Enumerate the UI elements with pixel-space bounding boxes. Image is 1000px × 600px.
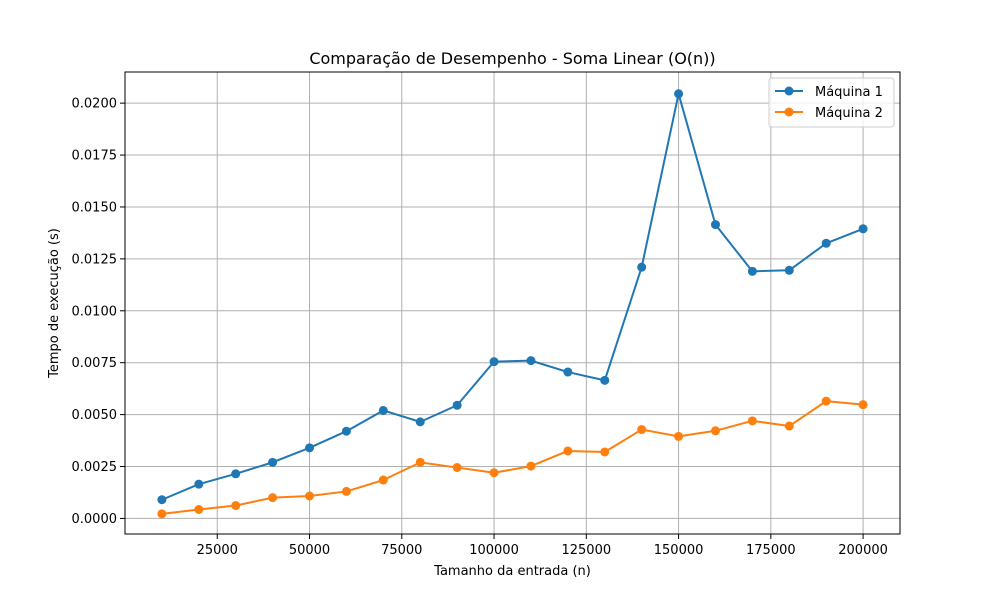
grid-lines	[125, 72, 900, 534]
chart-title: Comparação de Desempenho - Soma Linear (…	[309, 49, 715, 68]
series-1-point	[563, 367, 573, 377]
series-1-point	[489, 357, 499, 367]
y-tick-label: 0.0200	[72, 97, 118, 112]
series-1-point	[194, 479, 204, 489]
x-tick-label: 200000	[838, 543, 888, 558]
series-2-point	[378, 475, 388, 485]
y-tick-label: 0.0175	[72, 149, 118, 164]
series-1-point	[526, 356, 536, 366]
series-2-point	[563, 446, 573, 456]
series-2-point	[747, 416, 757, 426]
series-1-point	[784, 265, 794, 275]
series-1-point	[305, 443, 315, 453]
series-2-point	[710, 426, 720, 436]
y-tick-label: 0.0075	[72, 356, 118, 371]
series-1-point	[600, 375, 610, 385]
x-tick-label: 150000	[654, 543, 704, 558]
y-tick-label: 0.0000	[72, 512, 118, 527]
y-tick-label: 0.0025	[72, 460, 118, 475]
series-1-point	[821, 238, 831, 248]
series-1-point	[415, 417, 425, 427]
series-2-line	[161, 400, 864, 515]
data-series	[157, 89, 868, 519]
series-2-point	[489, 468, 499, 478]
series-2-point	[194, 504, 204, 514]
y-tick-label: 0.0150	[72, 200, 118, 215]
legend: Máquina 1 Máquina 2	[768, 77, 895, 128]
legend-marker-maquina-1	[784, 86, 794, 96]
series-2-point	[231, 501, 241, 511]
plot-frame	[124, 71, 901, 535]
legend-marker-maquina-2	[784, 107, 794, 117]
series-1-point	[747, 266, 757, 276]
series-1-point	[674, 89, 684, 99]
x-tick-label: 25000	[197, 543, 238, 558]
series-2-point	[821, 396, 831, 406]
legend-label-maquina-2: Máquina 2	[815, 106, 883, 121]
axis-ticks: 25000 50000 75000 100000 125000 150000 175000 2…	[72, 97, 888, 558]
series-2-point	[305, 491, 315, 501]
series-1-point	[268, 457, 278, 467]
y-axis-label: Tempo de execução (s)	[47, 228, 62, 379]
series-2-point	[157, 509, 167, 519]
series-1-line	[161, 92, 864, 501]
series-1-point	[637, 262, 647, 272]
series-1-point	[231, 469, 241, 479]
series-1-point	[452, 400, 462, 410]
y-tick-label: 0.0050	[72, 408, 118, 423]
series-2-point	[415, 457, 425, 467]
x-axis-label: Tamanho da entrada (n)	[433, 564, 591, 579]
y-tick-label: 0.0125	[72, 252, 118, 267]
series-2-point	[674, 431, 684, 441]
x-tick-label: 125000	[561, 543, 611, 558]
series-1-point	[710, 220, 720, 230]
series-2-point	[341, 486, 351, 496]
x-tick-label: 175000	[746, 543, 796, 558]
series-2-point	[452, 463, 462, 473]
x-tick-label: 100000	[469, 543, 519, 558]
series-1-point	[157, 495, 167, 505]
series-2-point	[858, 400, 868, 410]
series-1-point	[858, 224, 868, 234]
y-tick-label: 0.0100	[72, 304, 118, 319]
series-2-point	[637, 425, 647, 435]
x-tick-label: 75000	[381, 543, 422, 558]
series-1-point	[378, 405, 388, 415]
series-2-point	[526, 461, 536, 471]
x-tick-label: 50000	[289, 543, 330, 558]
series-1-point	[341, 426, 351, 436]
series-2-point	[784, 421, 794, 431]
series-2-point	[600, 447, 610, 457]
series-2-point	[268, 493, 278, 503]
legend-label-maquina-1: Máquina 1	[815, 85, 883, 100]
